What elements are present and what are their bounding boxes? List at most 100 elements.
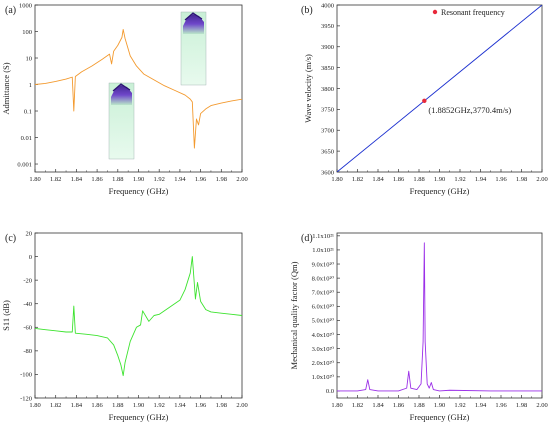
x-tick-label: 1.94	[174, 402, 186, 409]
x-tick-label: 1.92	[154, 176, 165, 183]
y-axis-label: Wave velocity (m/s)	[303, 54, 313, 123]
series-line	[35, 256, 242, 377]
y-tick-label: 3650	[321, 148, 334, 155]
y-tick-label: -40	[23, 301, 32, 308]
point-annotation: (1.8852GHz,3770.4m/s)	[428, 105, 511, 115]
y-tick-label: 5.0x10²⁰	[312, 318, 335, 325]
y-tick-label: 3900	[321, 44, 334, 51]
y-tick-label: 0.1	[24, 108, 32, 115]
y-tick-label: 0.0	[326, 388, 334, 395]
y-axis-label: Mechanical quality factor (Qm)	[289, 261, 299, 369]
y-tick-label: 3750	[321, 107, 334, 114]
y-tick-label: 2.0x10²⁰	[312, 360, 335, 367]
x-tick-label: 1.82	[50, 402, 61, 409]
x-tick-label: 1.94	[174, 176, 186, 183]
y-tick-label: 3950	[321, 23, 334, 30]
series-line	[35, 28, 242, 149]
y-tick-label: 100	[22, 29, 32, 36]
x-tick-label: 1.86	[91, 402, 103, 409]
x-axis-label: Frequency (GHz)	[410, 186, 470, 196]
panel-label: (a)	[5, 5, 16, 16]
x-tick-label: 1.98	[216, 176, 227, 183]
y-tick-label: 0.001	[17, 161, 32, 168]
panel-label: (d)	[301, 233, 313, 244]
x-tick-label: 1.98	[516, 402, 527, 409]
x-tick-label: 1.80	[331, 402, 342, 409]
y-tick-label: -80	[23, 348, 32, 355]
y-tick-label: 1.0x10²⁰	[312, 374, 335, 381]
y-tick-label: 4000	[321, 2, 334, 9]
x-tick-label: 1.96	[195, 402, 207, 409]
y-tick-label: 9.0x10²⁰	[312, 261, 335, 268]
x-tick-label: 1.80	[29, 402, 40, 409]
x-tick-label: 2.00	[536, 176, 547, 183]
plot-frame	[336, 232, 543, 399]
x-tick-label: 1.88	[413, 176, 424, 183]
resonator-mode-2	[180, 11, 207, 86]
y-tick-label: 7.0x10²⁰	[312, 290, 335, 297]
x-tick-label: 1.80	[331, 176, 342, 183]
x-tick-label: 1.92	[154, 402, 165, 409]
y-tick-label: 6.0x10²⁰	[312, 304, 335, 311]
y-tick-label: 8.0x10²⁰	[312, 275, 335, 282]
x-axis-label: Frequency (GHz)	[109, 186, 169, 196]
x-tick-label: 1.84	[372, 176, 384, 183]
y-tick-label: -20	[23, 277, 32, 284]
x-tick-label: 1.88	[413, 402, 424, 409]
y-tick-label: 0.01	[21, 135, 32, 142]
inset-mode-edge	[112, 83, 131, 92]
x-tick-label: 1.82	[50, 176, 61, 183]
x-tick-label: 1.98	[516, 176, 527, 183]
x-tick-label: 1.92	[454, 176, 465, 183]
y-tick-label: 1000	[19, 2, 32, 9]
plot-frame	[34, 4, 243, 173]
y-tick-label: 10	[26, 55, 33, 62]
y-tick-label: 3600	[321, 169, 334, 176]
x-tick-label: 1.90	[133, 176, 144, 183]
series-line	[337, 242, 542, 392]
x-tick-label: 1.94	[475, 176, 487, 183]
x-tick-label: 1.98	[216, 402, 227, 409]
y-tick-label: 3800	[321, 86, 334, 93]
y-tick-label: 20	[26, 230, 33, 237]
x-tick-label: 1.80	[29, 176, 40, 183]
inset-mode-edge	[184, 12, 203, 21]
y-tick-label: 1.1x10²¹	[312, 233, 334, 240]
y-axis-label: S11 (dB)	[1, 300, 11, 331]
x-tick-label: 1.88	[112, 176, 123, 183]
y-tick-label: 0	[29, 254, 32, 261]
chart-panel-d: 1.80 1.82 1.84 1.86 1.88 1.90 1.92 1.94 1.96 1.98…	[289, 232, 548, 422]
y-tick-label: 1	[29, 82, 32, 89]
y-tick-label: 3.0x10²⁰	[312, 346, 335, 353]
x-tick-label: 2.00	[236, 176, 247, 183]
x-tick-label: 1.92	[454, 402, 465, 409]
x-tick-label: 1.82	[352, 402, 363, 409]
x-tick-label: 1.94	[475, 402, 487, 409]
y-tick-label: -120	[20, 395, 32, 402]
x-tick-label: 1.90	[434, 402, 445, 409]
chart-panel-c: 1.80 1.82 1.84 1.86 1.88 1.90 1.92 1.94 1.96 1.98…	[1, 230, 248, 422]
x-tick-label: 1.84	[372, 402, 384, 409]
y-tick-label: 3700	[321, 128, 334, 135]
resonator-mode-1	[108, 82, 135, 160]
chart-panel-b: 1.80 1.82 1.84 1.86 1.88 1.90 1.92 1.94 1.96 1.98…	[301, 2, 548, 196]
x-tick-label: 1.86	[91, 176, 103, 183]
legend-entry: Resonant frequency	[441, 8, 505, 17]
x-tick-label: 1.84	[71, 176, 83, 183]
inset-mode-shape	[111, 85, 132, 105]
x-axis-label: Frequency (GHz)	[410, 412, 470, 422]
x-tick-label: 1.88	[112, 402, 123, 409]
y-tick-label: -100	[20, 372, 32, 379]
x-tick-label: 2.00	[236, 402, 247, 409]
x-tick-label: 1.86	[393, 402, 405, 409]
x-tick-label: 1.96	[495, 402, 507, 409]
resonant-point	[422, 98, 427, 104]
y-tick-label: -60	[23, 325, 32, 332]
y-axis-label: Admittance (S)	[1, 62, 11, 114]
legend-marker	[432, 9, 438, 15]
x-tick-label: 1.86	[393, 176, 405, 183]
panel-label: (c)	[5, 233, 16, 244]
panel-label: (b)	[301, 5, 313, 16]
series-line	[337, 5, 542, 172]
x-tick-label: 1.90	[133, 402, 144, 409]
